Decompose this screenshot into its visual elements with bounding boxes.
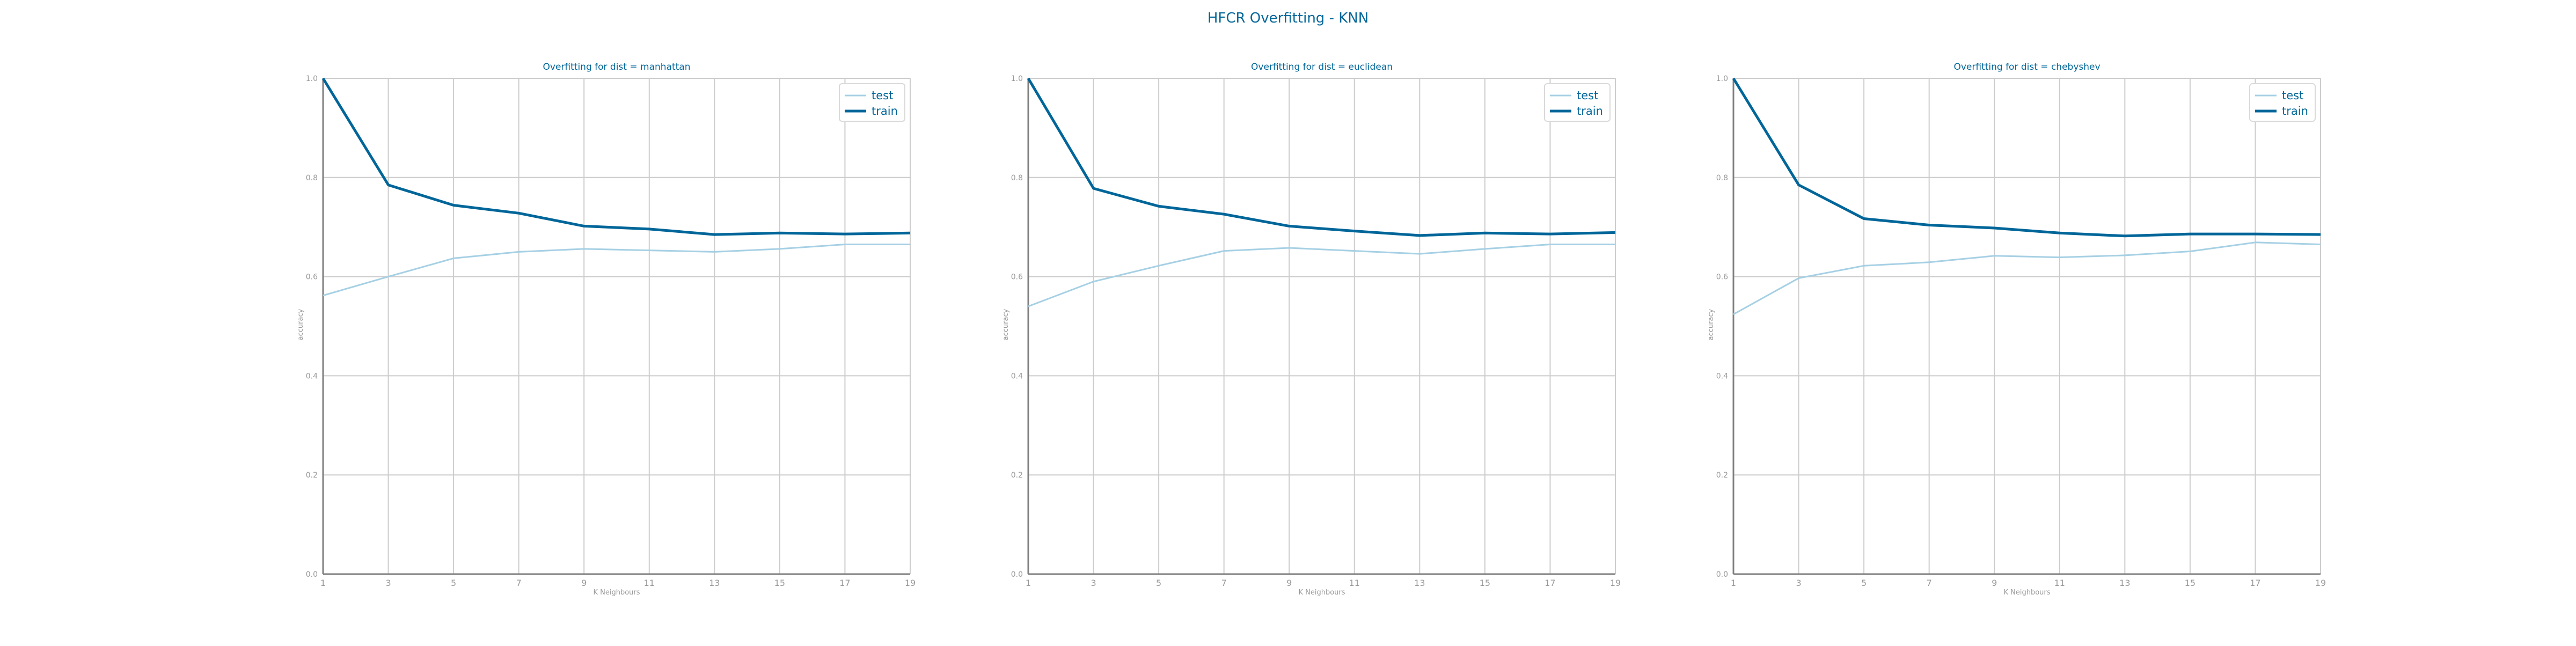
x-tick-label: 11 xyxy=(2054,578,2065,588)
y-tick-label: 0.2 xyxy=(1716,471,1728,480)
x-tick-label: 11 xyxy=(644,578,655,588)
legend: test train xyxy=(1544,83,1611,122)
x-tick-label: 3 xyxy=(385,578,391,588)
x-axis-label: K Neighbours xyxy=(2003,589,2050,597)
x-tick-label: 13 xyxy=(2119,578,2130,588)
y-tick-label: 0.2 xyxy=(306,471,318,480)
y-tick-label: 0.0 xyxy=(306,570,318,579)
y-tick-label: 0.6 xyxy=(306,273,318,282)
series-line-train xyxy=(321,77,911,236)
x-tick-label: 1 xyxy=(320,578,326,588)
x-tick-label: 9 xyxy=(1992,578,1997,588)
legend: test train xyxy=(839,83,905,122)
y-tick-label: 0.4 xyxy=(1716,372,1728,380)
legend-label-test: test xyxy=(1577,89,1598,102)
x-tick-label: 7 xyxy=(1221,578,1227,588)
x-tick-label: 13 xyxy=(709,578,720,588)
x-tick-label: 17 xyxy=(2250,578,2260,588)
chart-panel-3: 1 3 5 7 9 11 13 15 17 190.00.20.40.60.81.0Overfit… xyxy=(1707,62,2326,597)
x-tick-label: 15 xyxy=(2185,578,2196,588)
legend-label-train: train xyxy=(872,105,898,118)
subplot-title: Overfitting for dist = euclidean xyxy=(1251,62,1393,72)
y-tick-label: 0.4 xyxy=(306,372,318,380)
x-tick-label: 15 xyxy=(1480,578,1490,588)
x-tick-label: 9 xyxy=(581,578,587,588)
y-tick-label: 1.0 xyxy=(306,75,318,83)
legend-label-test: test xyxy=(2282,89,2303,102)
y-tick-label: 0.0 xyxy=(1716,570,1728,579)
y-tick-label: 0.6 xyxy=(1716,273,1728,282)
x-tick-label: 17 xyxy=(839,578,850,588)
legend-label-test: test xyxy=(872,89,893,102)
y-axis-label: accuracy xyxy=(1002,309,1010,340)
x-tick-label: 11 xyxy=(1349,578,1360,588)
figure-title: HFCR Overfitting - KNN xyxy=(1208,10,1368,26)
x-tick-label: 15 xyxy=(774,578,785,588)
x-tick-label: 13 xyxy=(1414,578,1425,588)
x-tick-label: 9 xyxy=(1286,578,1292,588)
series-line-train xyxy=(1027,77,1616,237)
y-tick-label: 0.6 xyxy=(1011,273,1023,282)
x-tick-label: 1 xyxy=(1026,578,1031,588)
series-line-test xyxy=(323,244,910,297)
x-tick-label: 19 xyxy=(1610,578,1621,588)
chart-panel-1: 1 3 5 7 9 11 13 15 17 190.00.20.40.60.81.0Overfit… xyxy=(297,62,916,597)
legend-label-train: train xyxy=(1577,105,1603,118)
legend-label-train: train xyxy=(2282,105,2308,118)
x-tick-label: 7 xyxy=(516,578,522,588)
x-axis-label: K Neighbours xyxy=(593,589,640,597)
y-tick-label: 1.0 xyxy=(1011,75,1023,83)
series-line-train xyxy=(1732,77,2321,238)
y-tick-label: 0.4 xyxy=(1011,372,1023,380)
x-tick-label: 19 xyxy=(2315,578,2326,588)
series-line-test xyxy=(1028,244,1615,307)
x-tick-label: 5 xyxy=(1861,578,1867,588)
x-tick-label: 5 xyxy=(451,578,456,588)
y-axis-label: accuracy xyxy=(1707,309,1715,340)
chart-panel-2: 1 3 5 7 9 11 13 15 17 190.00.20.40.60.81.0Overfit… xyxy=(1002,62,1621,597)
y-tick-label: 0.8 xyxy=(1716,174,1728,182)
y-tick-label: 0.2 xyxy=(1011,471,1023,480)
subplot-title: Overfitting for dist = chebyshev xyxy=(1953,62,2100,72)
x-tick-label: 19 xyxy=(905,578,916,588)
x-tick-label: 1 xyxy=(1731,578,1736,588)
x-tick-label: 3 xyxy=(1091,578,1096,588)
x-tick-label: 5 xyxy=(1156,578,1161,588)
series-line-test xyxy=(1733,241,2321,315)
subplot-title: Overfitting for dist = manhattan xyxy=(543,62,691,72)
y-tick-label: 0.0 xyxy=(1011,570,1023,579)
x-axis-label: K Neighbours xyxy=(1298,589,1345,597)
legend: test train xyxy=(2249,83,2316,122)
x-tick-label: 3 xyxy=(1796,578,1801,588)
y-tick-label: 0.8 xyxy=(306,174,318,182)
y-tick-label: 0.8 xyxy=(1011,174,1023,182)
x-tick-label: 17 xyxy=(1545,578,1555,588)
y-tick-label: 1.0 xyxy=(1716,75,1728,83)
x-tick-label: 7 xyxy=(1927,578,1932,588)
y-axis-label: accuracy xyxy=(297,309,305,340)
